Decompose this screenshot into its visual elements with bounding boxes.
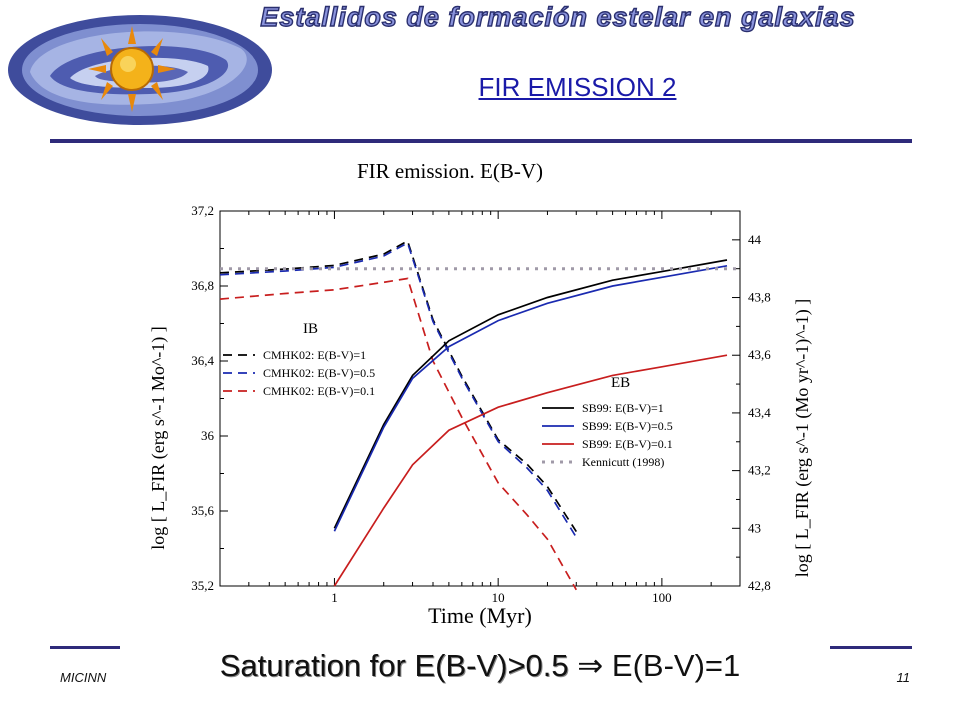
legend-label: CMHK02: E(B-V)=0.5	[263, 366, 375, 380]
y-right-tick-label: 43	[748, 520, 761, 535]
annotation-ib: IB	[303, 321, 318, 337]
y-axis-label-right: log [ L_FIR (erg s^-1 (Mo yr^-1)^-1) ]	[792, 299, 813, 577]
conclusion-statement: Saturation for E(B-V)>0.5 ⇒ E(B-V)=1	[0, 648, 960, 684]
series-line-3	[333, 259, 728, 529]
legend-label: CMHK02: E(B-V)=1	[263, 348, 366, 362]
y-right-tick-label: 42,8	[748, 578, 771, 593]
page-number: 11	[896, 670, 911, 685]
series-line-1	[219, 241, 578, 538]
x-tick-label: 1	[331, 590, 338, 605]
plot-series	[219, 239, 740, 591]
plot-axes: 1 10 100 35,2 35,6 36 36,4 36,8 37,2 42,8 43 43,2 43…	[191, 203, 771, 605]
series-line-5	[333, 354, 728, 587]
galaxy-logo	[8, 15, 272, 125]
legend-label: SB99: E(B-V)=1	[582, 401, 664, 415]
fir-emission-chart: FIR emission. E(B-V) 1 10 100 35,2 35,6 36 36,…	[148, 159, 813, 628]
x-tick-label: 100	[652, 590, 672, 605]
legend-label: SB99: E(B-V)=0.5	[582, 419, 673, 433]
y-axis-label: log [ L_FIR (erg s^-1 Mo^-1) ]	[148, 326, 169, 550]
legend-label: CMHK02: E(B-V)=0.1	[263, 384, 375, 398]
legend-label: Kennicutt (1998)	[582, 455, 664, 469]
conclusion-part1: Saturation for E(B-V)>0.5	[219, 648, 569, 683]
legend-ib: CMHK02: E(B-V)=1 CMHK02: E(B-V)=0.5 CMHK02…	[223, 348, 375, 398]
y-right-tick-label: 43,2	[748, 463, 771, 478]
chart-title: FIR emission. E(B-V)	[357, 159, 543, 183]
y-tick-label: 36	[201, 428, 215, 443]
legend-label: SB99: E(B-V)=0.1	[582, 437, 673, 451]
y-right-tick-label: 43,8	[748, 290, 771, 305]
annotation-eb: EB	[611, 375, 630, 391]
y-right-tick-label: 43,6	[748, 347, 771, 362]
series-line-2	[219, 277, 578, 591]
footer-institution: MICINN	[60, 670, 107, 685]
y-right-tick-label: 43,4	[748, 405, 771, 420]
banner-title-text: Estallidos de formación estelar en galax…	[260, 2, 855, 32]
series-line-4	[333, 264, 728, 532]
y-right-tick-label: 44	[748, 232, 762, 247]
y-tick-label: 37,2	[191, 203, 214, 218]
implies-arrow: ⇒	[577, 648, 604, 683]
sun-icon	[88, 26, 176, 112]
x-axis-label: Time (Myr)	[428, 603, 532, 628]
conclusion-part2: E(B-V)=1	[611, 648, 741, 683]
bottom-divider-left	[50, 646, 120, 649]
y-tick-label: 36,4	[191, 353, 214, 368]
bottom-divider-right	[830, 646, 912, 649]
y-tick-label: 35,2	[191, 578, 214, 593]
top-divider	[50, 139, 912, 143]
legend-eb: SB99: E(B-V)=1 SB99: E(B-V)=0.5 SB99: E(B-…	[542, 401, 673, 469]
slide-title: FIR EMISSION 2	[478, 72, 677, 102]
y-tick-label: 36,8	[191, 278, 214, 293]
banner-title: Estallidos de formación estelar en galax…	[260, 1, 856, 32]
y-tick-label: 35,6	[191, 503, 214, 518]
x-tick-label: 10	[492, 590, 505, 605]
